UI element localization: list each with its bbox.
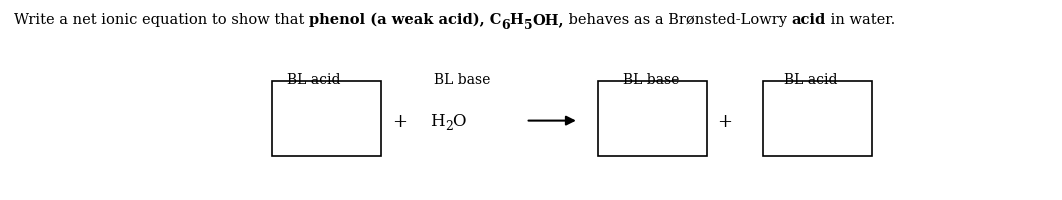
- Text: 6: 6: [501, 19, 510, 32]
- Text: H: H: [430, 113, 445, 129]
- Text: Write a net ionic equation to show that: Write a net ionic equation to show that: [14, 13, 309, 27]
- Text: in water.: in water.: [825, 13, 895, 27]
- Text: +: +: [392, 112, 407, 130]
- Text: +: +: [717, 112, 732, 130]
- Text: behaves as a Brønsted-Lowry: behaves as a Brønsted-Lowry: [564, 13, 791, 27]
- Text: H: H: [510, 13, 524, 27]
- Text: phenol (a weak acid), C: phenol (a weak acid), C: [309, 13, 501, 27]
- Text: BL acid: BL acid: [784, 73, 837, 87]
- Text: acid: acid: [791, 13, 825, 27]
- Text: BL base: BL base: [622, 73, 680, 87]
- Text: O: O: [452, 113, 466, 129]
- Text: BL base: BL base: [433, 73, 491, 87]
- Text: 5: 5: [524, 19, 532, 32]
- Text: BL acid: BL acid: [287, 73, 340, 87]
- Text: OH,: OH,: [532, 13, 564, 27]
- Text: 2: 2: [445, 119, 452, 132]
